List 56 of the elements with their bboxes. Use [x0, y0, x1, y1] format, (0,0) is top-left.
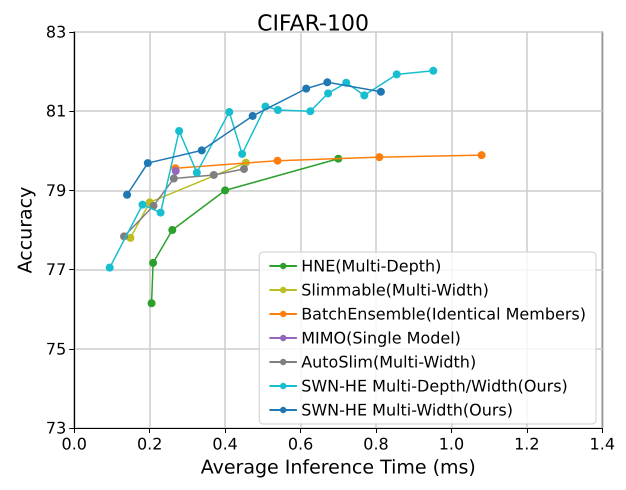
point [198, 146, 206, 154]
y-tick-label: 73 [46, 418, 66, 438]
legend-label: MIMO(Single Model) [301, 328, 461, 348]
x-tick-label: 1.4 [590, 434, 616, 454]
point [172, 167, 180, 175]
point [429, 66, 438, 75]
point [240, 165, 248, 174]
y-tick-label: 77 [46, 260, 66, 280]
legend-label: BatchEnsemble(Identical Members) [301, 304, 586, 324]
point [274, 106, 282, 114]
point [123, 190, 132, 199]
x-tick-label: 0.2 [136, 434, 162, 454]
x-tick-label: 0.4 [212, 434, 238, 454]
y-tick-label: 83 [46, 22, 66, 42]
point [248, 112, 257, 120]
point [138, 200, 147, 209]
x-axis-title: Average Inference Time (ms) [200, 456, 476, 478]
y-axis-title: Accuracy [14, 186, 36, 274]
point [376, 88, 385, 96]
chart-title: CIFAR-100 [257, 12, 369, 36]
point [225, 108, 234, 116]
point [306, 107, 314, 116]
point [302, 84, 310, 93]
x-tick-label: 1.2 [514, 434, 540, 454]
legend-label: HNE(Multi-Depth) [301, 256, 442, 276]
point [106, 264, 114, 272]
legend-label: SWN-HE Multi-Width(Ours) [301, 400, 513, 420]
point [170, 174, 178, 183]
point [148, 299, 156, 308]
point [221, 186, 230, 194]
y-tick-label: 79 [46, 180, 66, 200]
point [324, 89, 332, 98]
legend-label: SWN-HE Multi-Depth/Width(Ours) [301, 376, 568, 396]
point [168, 226, 176, 234]
y-tick-label: 81 [46, 102, 66, 121]
point [144, 159, 152, 168]
legend-label: Slimmable(Multi-Width) [301, 280, 489, 300]
point [175, 127, 184, 135]
y-tick-label: 75 [46, 339, 66, 358]
point [149, 258, 158, 267]
x-tick-label: 0.0 [62, 434, 87, 454]
point [156, 208, 165, 217]
point [375, 153, 384, 162]
point [478, 151, 486, 160]
point [323, 78, 332, 86]
point [392, 70, 401, 78]
point [238, 150, 246, 158]
x-tick-label: 0.8 [363, 434, 389, 454]
point [192, 168, 201, 177]
point [360, 91, 368, 100]
x-tick-label: 1.0 [438, 434, 464, 454]
point [126, 234, 134, 242]
x-tick-label: 0.6 [288, 434, 314, 454]
point [274, 156, 282, 165]
point [210, 170, 218, 179]
legend-label: AutoSlim(Multi-Width) [301, 352, 476, 372]
